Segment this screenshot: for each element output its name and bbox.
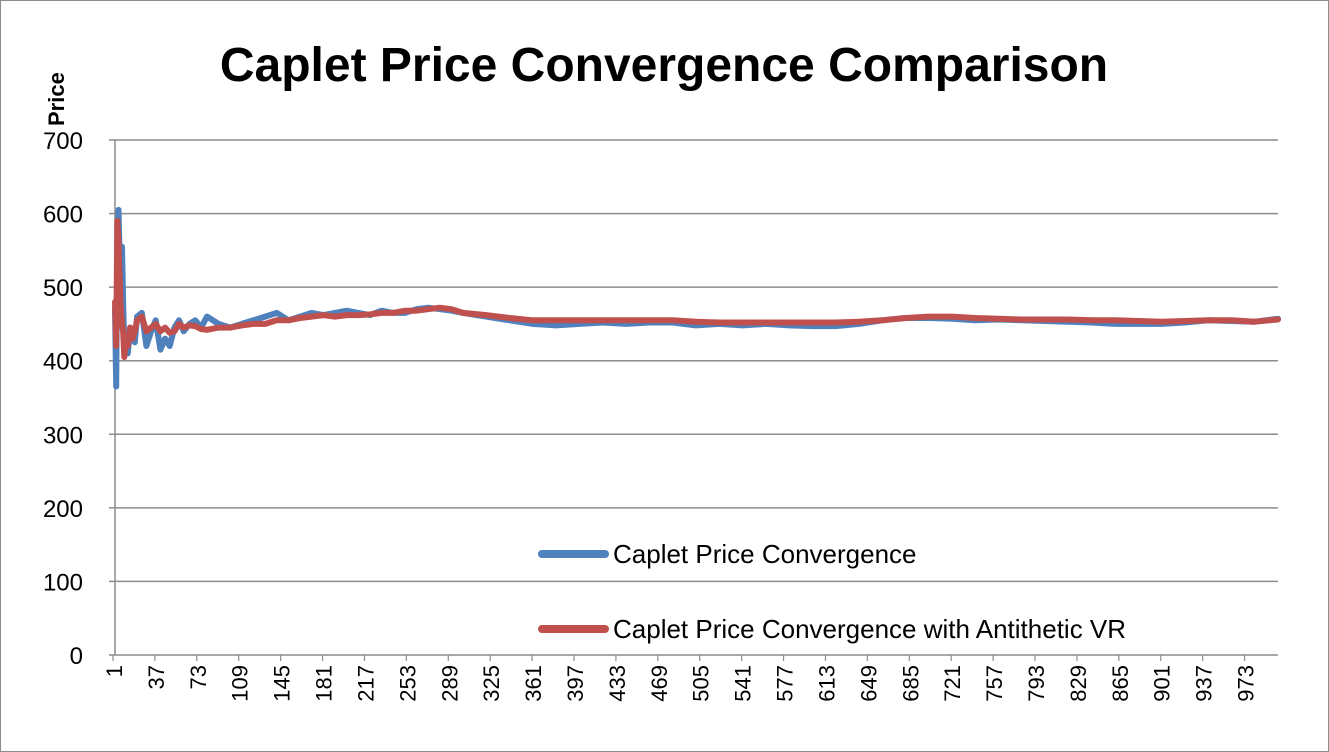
x-tick-label: 901 [1150, 665, 1175, 702]
x-tick-label: 289 [437, 665, 462, 702]
x-tick-label: 145 [270, 665, 295, 702]
x-tick-label: 721 [940, 665, 965, 702]
chart-title: Caplet Price Convergence Comparison [220, 39, 1108, 92]
x-tick-label: 577 [773, 665, 798, 702]
legend-label-2: Caplet Price Convergence with Antithetic… [613, 614, 1126, 644]
y-tick-label: 700 [43, 128, 83, 155]
x-tick-label: 865 [1108, 665, 1133, 702]
x-tick-label: 649 [856, 665, 881, 702]
x-tick-label: 757 [982, 665, 1007, 702]
y-tick-label: 100 [43, 569, 83, 596]
x-tick-label: 505 [689, 665, 714, 702]
x-tick-label: 793 [1024, 665, 1049, 702]
y-tick-label: 0 [70, 643, 83, 670]
y-tick-label: 400 [43, 349, 83, 376]
x-tick-label: 361 [521, 665, 546, 702]
x-tick-label: 109 [228, 665, 253, 702]
y-axis-label: Price [44, 72, 69, 126]
x-tick-label: 217 [353, 665, 378, 702]
x-tick-label: 253 [395, 665, 420, 702]
x-tick-label: 181 [312, 665, 337, 702]
legend-label-1: Caplet Price Convergence [613, 539, 917, 569]
y-tick-label: 200 [43, 496, 83, 523]
x-tick-label: 325 [479, 665, 504, 702]
x-tick-label: 541 [731, 665, 756, 702]
y-tick-label: 600 [43, 202, 83, 229]
x-tick-label: 937 [1192, 665, 1217, 702]
x-tick-label: 433 [605, 665, 630, 702]
x-tick-label: 613 [814, 665, 839, 702]
x-tick-label: 973 [1234, 665, 1259, 702]
x-tick-label: 685 [898, 665, 923, 702]
x-tick-label: 1 [102, 665, 127, 677]
x-tick-label: 73 [186, 665, 211, 689]
y-tick-label: 500 [43, 275, 83, 302]
x-tick-label: 397 [563, 665, 588, 702]
x-tick-label: 37 [144, 665, 169, 689]
series-line-2 [112, 217, 1281, 360]
y-tick-label: 300 [43, 422, 83, 449]
x-tick-label: 829 [1066, 665, 1091, 702]
x-tick-label: 469 [647, 665, 672, 702]
